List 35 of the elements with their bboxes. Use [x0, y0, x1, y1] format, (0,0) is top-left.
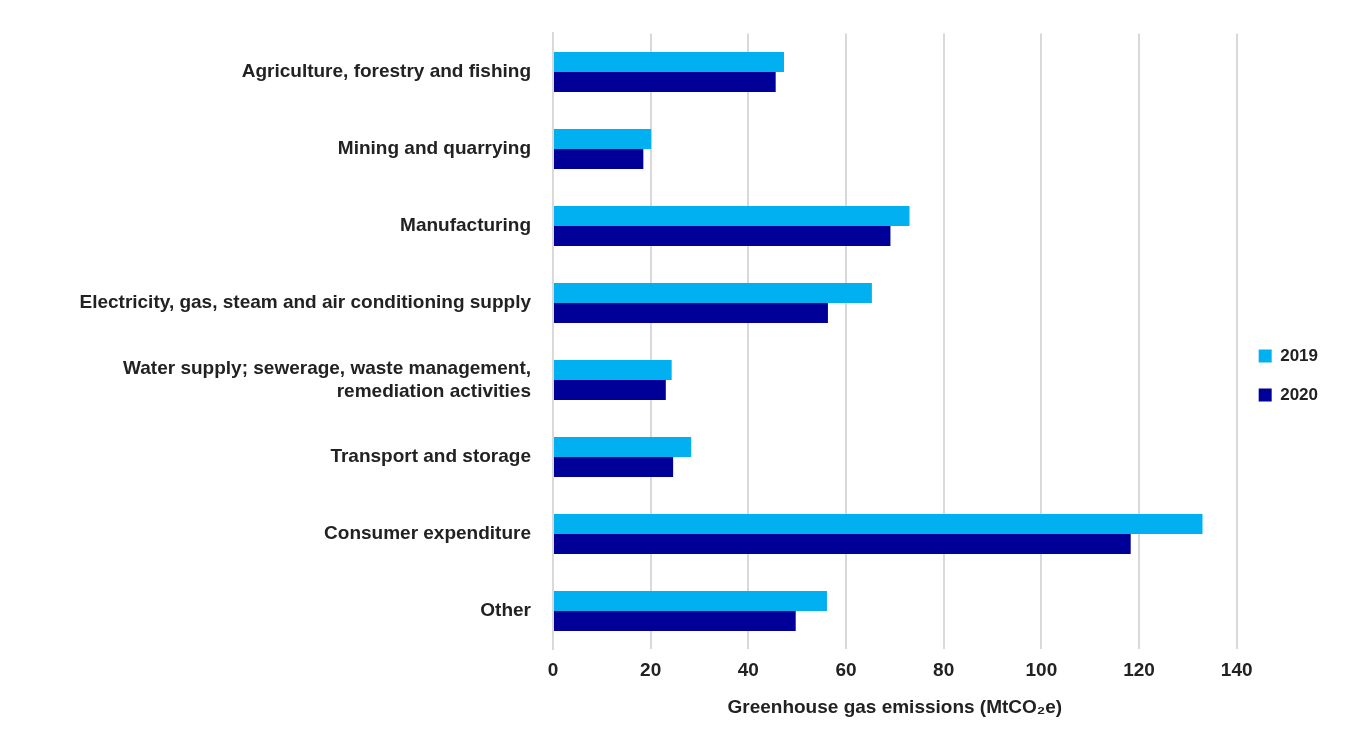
y-tick-label: Manufacturing: [400, 214, 531, 236]
y-tick-label: Mining and quarrying: [337, 137, 531, 159]
bar: [554, 51, 784, 72]
bar: [554, 533, 1131, 554]
bar: [554, 456, 674, 477]
y-tick-label: Consumer expenditure: [324, 522, 531, 544]
bar: [554, 610, 796, 631]
bar: [554, 71, 776, 92]
bar: [554, 128, 652, 149]
legend-label: 2020: [1280, 384, 1319, 404]
x-tick-label: 120: [1123, 659, 1155, 681]
bar: [554, 379, 666, 400]
x-tick-label: 140: [1220, 659, 1253, 681]
bar: [554, 205, 910, 226]
y-tick-label: Transport and storage: [330, 445, 531, 467]
y-tick-label: Other: [480, 599, 532, 621]
x-tick-label: 0: [547, 659, 559, 681]
bar: [554, 436, 692, 457]
x-axis-title: Greenhouse gas emissions (MtCO₂e): [727, 695, 1063, 717]
y-tick-label: Water supply; sewerage, waste management, remediation activities: [123, 356, 531, 401]
y-tick-label: Electricity, gas, steam and air conditioning supply: [79, 291, 532, 313]
x-tick-label: 80: [933, 659, 955, 681]
bar: [554, 282, 872, 303]
bar: [554, 513, 1203, 534]
x-tick-label: 40: [737, 659, 759, 681]
x-tick-label: 60: [835, 659, 857, 681]
bar: [554, 225, 891, 246]
bar: [554, 302, 828, 323]
bar: [554, 590, 827, 611]
bar: [554, 359, 672, 380]
y-tick-label: Agriculture, forestry and fishing: [241, 60, 531, 82]
x-tick-label: 100: [1025, 659, 1058, 681]
x-tick-label: 20: [640, 659, 662, 681]
bar: [554, 148, 644, 169]
legend-label: 2019: [1280, 345, 1319, 365]
